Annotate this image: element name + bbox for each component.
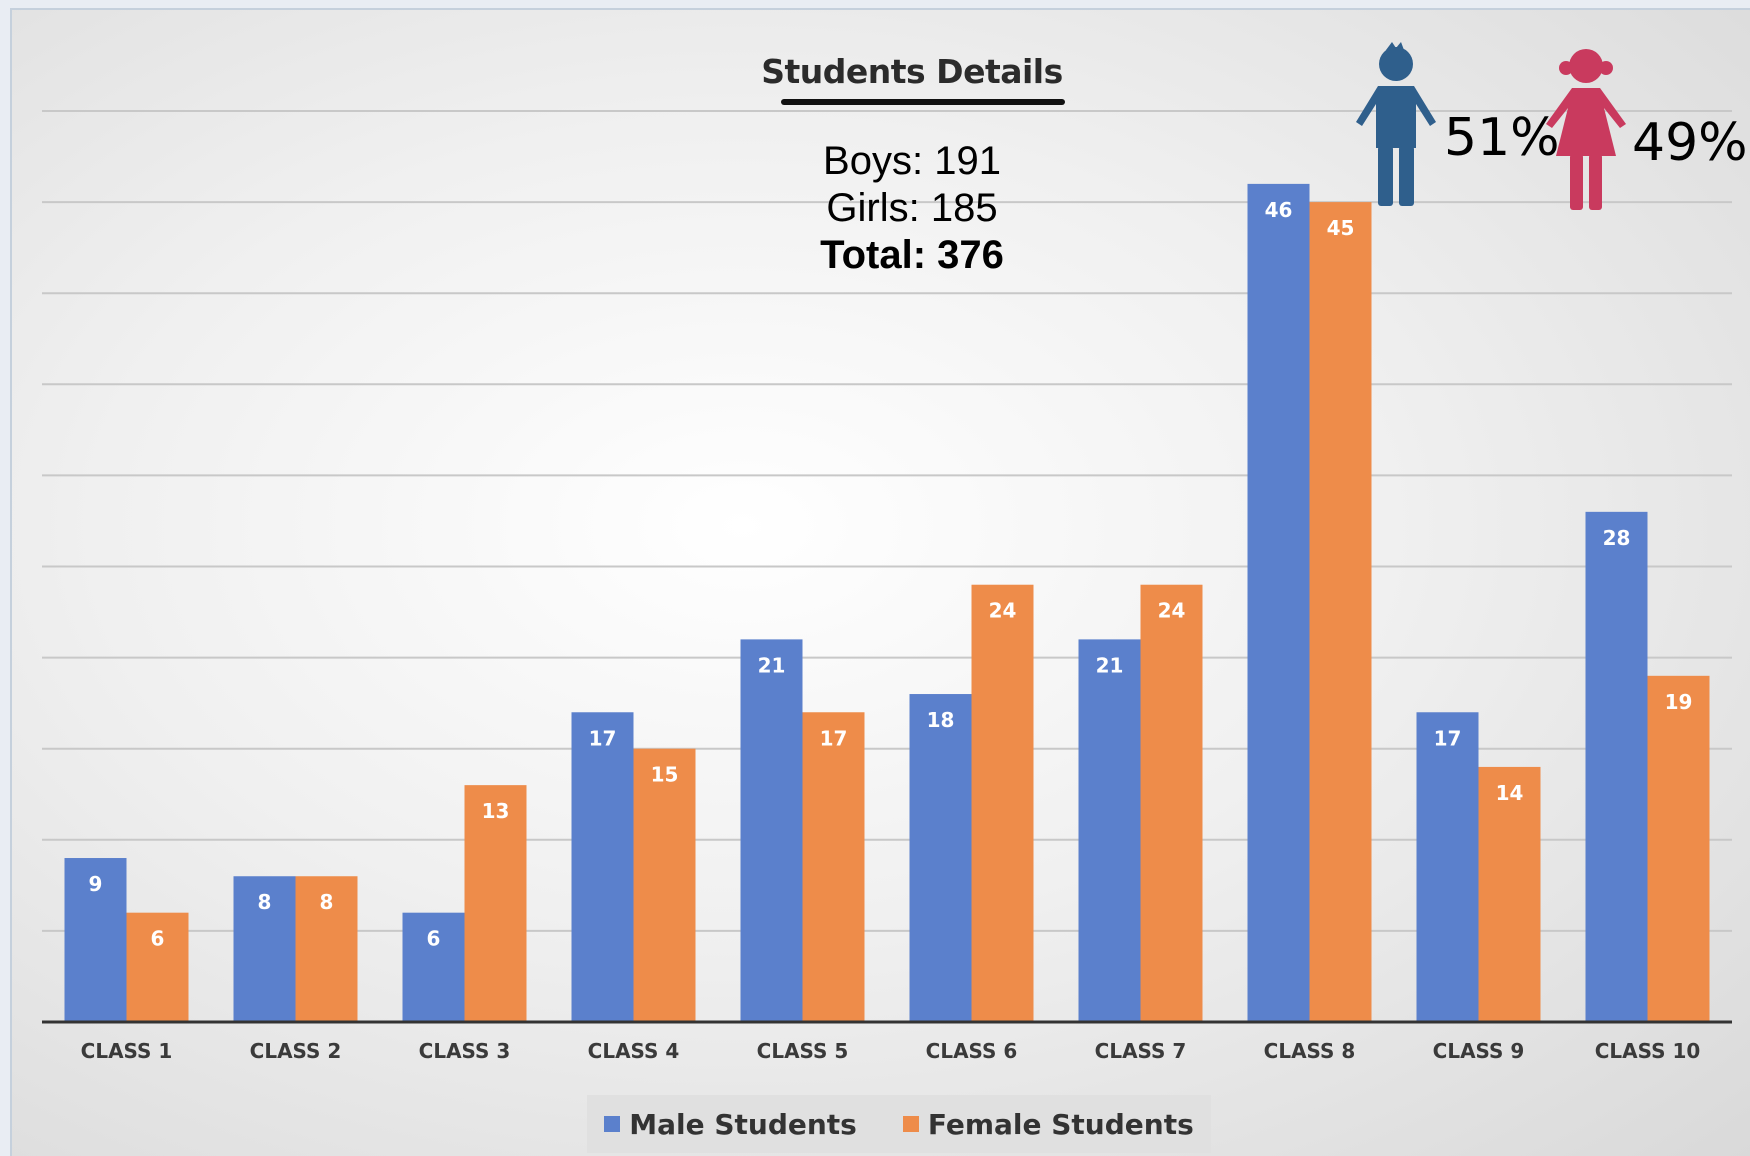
gridlines [42,110,1732,932]
chart-title: Students Details [761,52,1063,91]
legend-label-female: Female Students [927,1107,1194,1141]
male-data-label: 18 [927,708,955,732]
data-labels: 9 6 8 8 6 13 17 15 21 17 18 24 21 24 46 45 17 14 28 19 [89,198,1693,951]
category-label: CLASS 4 [588,1039,680,1063]
male-bar [740,639,803,1022]
female-percentage: 49% [1632,113,1748,173]
male-bar [1416,712,1479,1022]
female-bar [126,912,189,1022]
male-bar [1078,639,1141,1022]
bar-chart: 9 6 8 8 6 13 17 15 21 17 18 24 21 24 46 45 17 14 28 19 CLAS… [42,110,1732,1063]
girls-count: Girls: 185 [826,186,998,230]
legend-swatch-male [604,1116,621,1132]
male-data-label: 17 [1434,726,1462,750]
legend: Male Students Female Students [587,1095,1211,1153]
male-data-label: 21 [758,653,786,677]
female-data-label: 17 [820,726,848,750]
male-data-label: 17 [589,726,617,750]
male-data-label: 21 [1096,653,1124,677]
male-bar [64,858,127,1022]
female-data-label: 45 [1327,216,1355,240]
female-data-label: 14 [1496,781,1524,805]
male-percentage: 51% [1444,108,1560,168]
legend-item-male: Male Students [604,1108,857,1141]
total-count: Total: 376 [820,233,1004,277]
legend-label-male: Male Students [629,1107,857,1141]
category-label: CLASS 5 [757,1039,849,1063]
female-data-label: 19 [1665,690,1693,714]
legend-swatch-female [902,1116,919,1132]
category-label: CLASS 1 [81,1039,173,1063]
female-data-label: 24 [989,599,1017,623]
male-bar [233,876,296,1022]
title-underline [781,99,1065,105]
male-data-label: 46 [1265,198,1293,222]
female-data-label: 6 [151,927,165,951]
female-bar [1309,202,1372,1023]
boy-icon [1356,42,1436,206]
female-bar [1478,766,1541,1022]
male-data-label: 28 [1603,526,1631,550]
summary-stats: Boys: 191 Girls: 185 Total: 376 [12,138,1750,279]
male-bar [1585,511,1648,1022]
male-bar [1247,183,1310,1022]
girl-icon [1546,49,1626,210]
female-bar [971,584,1034,1022]
female-data-label: 8 [320,890,334,914]
category-label: CLASS 10 [1595,1039,1701,1063]
boys-count: Boys: 191 [823,139,1001,183]
category-label: CLASS 7 [1095,1039,1187,1063]
female-bar [1140,584,1203,1022]
female-data-label: 15 [651,763,679,787]
category-label: CLASS 9 [1433,1039,1525,1063]
male-data-label: 8 [258,890,272,914]
chart-frame: 9 6 8 8 6 13 17 15 21 17 18 24 21 24 46 45 17 14 28 19 CLAS… [10,8,1750,1156]
bars [64,183,1710,1023]
category-labels: CLASS 1 CLASS 2 CLASS 3 CLASS 4 CLASS 5 CLASS… [81,1039,1701,1063]
category-label: CLASS 6 [926,1039,1018,1063]
female-bar [295,876,358,1022]
female-data-label: 24 [1158,599,1186,623]
category-label: CLASS 2 [250,1039,342,1063]
male-bar [571,712,634,1022]
legend-item-female: Female Students [902,1107,1194,1141]
category-label: CLASS 8 [1264,1039,1356,1063]
female-bar [633,748,696,1022]
male-data-label: 6 [427,927,441,951]
female-bar [1647,675,1710,1022]
female-data-label: 13 [482,799,510,823]
female-bar [464,785,527,1022]
male-data-label: 9 [89,872,103,896]
female-bar [802,712,865,1022]
category-label: CLASS 3 [419,1039,511,1063]
male-bar [909,694,972,1022]
male-bar [402,912,465,1022]
